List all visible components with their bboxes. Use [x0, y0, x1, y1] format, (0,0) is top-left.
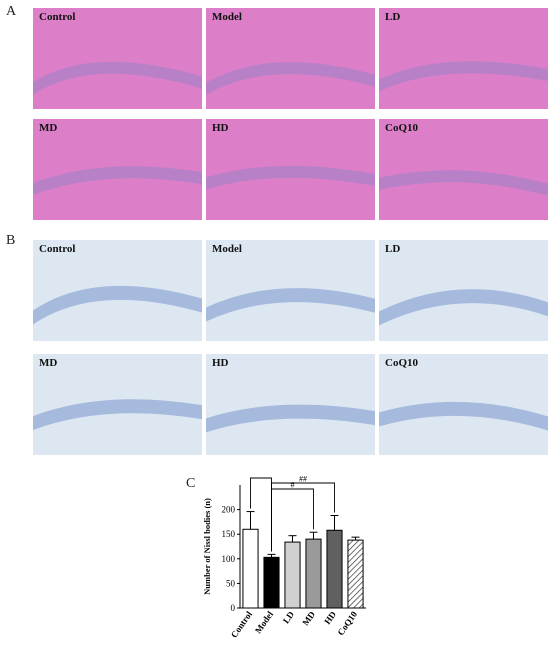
significance-label: ##	[299, 475, 307, 484]
x-tick-label: LD	[281, 609, 297, 625]
nissl-image-model: Model	[206, 240, 375, 341]
he-image-coq10: CoQ10	[379, 119, 548, 220]
bar-coq10	[347, 539, 364, 609]
he-label-control: Control	[39, 11, 76, 23]
panel-c-letter: C	[186, 476, 196, 491]
panel-a-letter: A	[6, 4, 17, 19]
significance-label: #	[291, 481, 295, 490]
x-tick-label: Control	[229, 609, 255, 640]
x-tick-label: CoQ10	[335, 609, 359, 637]
y-tick-label: 50	[226, 578, 236, 588]
nissl-bar-chart: 0 50 100 150 200 Number of Nissl bodies (n) Co…	[202, 475, 366, 640]
he-label-ld: LD	[385, 11, 401, 23]
bar-ld	[284, 541, 301, 609]
bar-model	[263, 556, 280, 609]
x-tick-label: MD	[300, 609, 317, 627]
nissl-label-hd: HD	[212, 357, 229, 369]
he-label-md: MD	[39, 122, 58, 134]
he-image-ld: LD	[379, 8, 548, 109]
nissl-label-md: MD	[39, 357, 58, 369]
nissl-label-control: Control	[39, 243, 76, 255]
y-tick-label: 200	[222, 505, 236, 515]
nissl-image-coq10: CoQ10	[379, 354, 548, 455]
significance-bracket	[271, 482, 335, 552]
nissl-label-ld: LD	[385, 243, 401, 255]
nissl-image-hd: HD	[206, 354, 375, 455]
x-tick-label: Model	[253, 609, 276, 635]
nissl-label-coq10: CoQ10	[385, 357, 418, 369]
y-tick-label: 100	[222, 554, 236, 564]
nissl-label-model: Model	[212, 243, 242, 255]
he-image-hd: HD	[206, 119, 375, 220]
nissl-image-md: MD	[33, 354, 202, 455]
y-axis-label: Number of Nissl bodies (n)	[202, 498, 212, 595]
y-tick-label: 150	[222, 529, 236, 539]
y-tick-label: 0	[231, 603, 236, 613]
he-label-coq10: CoQ10	[385, 122, 418, 134]
he-label-model: Model	[212, 11, 242, 23]
nissl-image-ld: LD	[379, 240, 548, 341]
bar-hd	[326, 529, 343, 609]
he-image-control: Control	[33, 8, 202, 109]
he-image-model: Model	[206, 8, 375, 109]
significance-label: **	[257, 475, 265, 479]
he-band	[33, 61, 202, 95]
bar-md	[305, 538, 322, 609]
bar-control	[242, 528, 259, 609]
nissl-image-control: Control	[33, 240, 202, 341]
he-image-md: MD	[33, 119, 202, 220]
panel-b-letter: B	[6, 233, 16, 248]
he-label-hd: HD	[212, 122, 229, 134]
x-tick-label: HD	[322, 609, 338, 626]
